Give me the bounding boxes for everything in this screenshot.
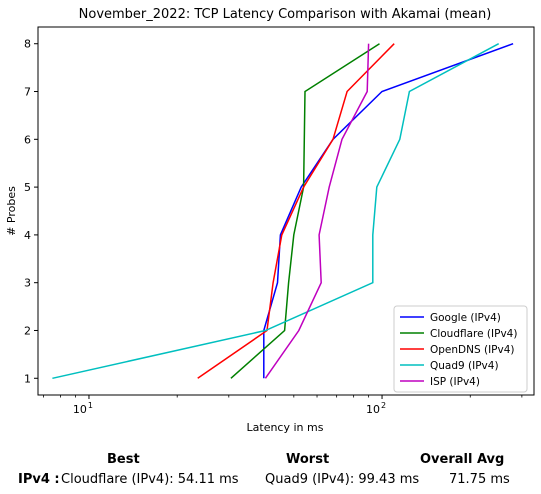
- y-tick-label-4: 4: [24, 229, 31, 242]
- chart-title: November_2022: TCP Latency Comparison wi…: [79, 7, 492, 22]
- y-tick-label-1: 1: [24, 372, 31, 385]
- y-axis-label: # Probes: [5, 186, 18, 236]
- y-tick-label-6: 6: [24, 133, 31, 146]
- avg-header: Overall Avg: [420, 452, 505, 467]
- legend-label-4: ISP (IPv4): [430, 376, 480, 388]
- x-tick-label-1: 102: [366, 401, 386, 416]
- series-line-3: [52, 43, 500, 380]
- series-line-2: [197, 43, 395, 379]
- y-tick-label-2: 2: [24, 324, 31, 337]
- avg-value: 71.75 ms: [449, 472, 510, 487]
- best-value: Cloudflare (IPv4): 54.11 ms: [61, 472, 239, 487]
- legend-box: [393, 305, 528, 393]
- x-tick-label-0: 101: [73, 401, 93, 416]
- y-tick-label-5: 5: [24, 181, 31, 194]
- legend-label-0: Google (IPv4): [430, 312, 501, 324]
- y-tick-label-7: 7: [24, 86, 31, 99]
- worst-header: Worst: [286, 452, 330, 467]
- series-line-1: [230, 43, 380, 379]
- x-axis: 101 102: [43, 395, 523, 416]
- row-label: IPv4 :: [18, 472, 60, 487]
- best-header: Best: [107, 452, 140, 467]
- legend-label-1: Cloudflare (IPv4): [430, 328, 517, 340]
- legend-label-3: Quad9 (IPv4): [430, 360, 499, 372]
- plot-area: [37, 26, 535, 396]
- summary-table: Best Worst Overall Avg IPv4 : Cloudflare…: [0, 446, 541, 494]
- y-axis: 1 2 3 4 5 6 7 8: [24, 38, 38, 385]
- series-line-0: [263, 42, 514, 379]
- x-axis-label: Latency in ms: [247, 421, 324, 434]
- legend: Google (IPv4) Cloudflare (IPv4) OpenDNS (I…: [393, 305, 528, 393]
- worst-value: Quad9 (IPv4): 99.43 ms: [265, 472, 420, 487]
- series-lines: [52, 42, 514, 380]
- legend-label-2: OpenDNS (IPv4): [430, 344, 515, 356]
- series-line-4: [264, 43, 370, 379]
- y-tick-label-3: 3: [24, 277, 31, 290]
- y-tick-label-8: 8: [24, 38, 31, 51]
- latency-chart: November_2022: TCP Latency Comparison wi…: [5, 7, 535, 434]
